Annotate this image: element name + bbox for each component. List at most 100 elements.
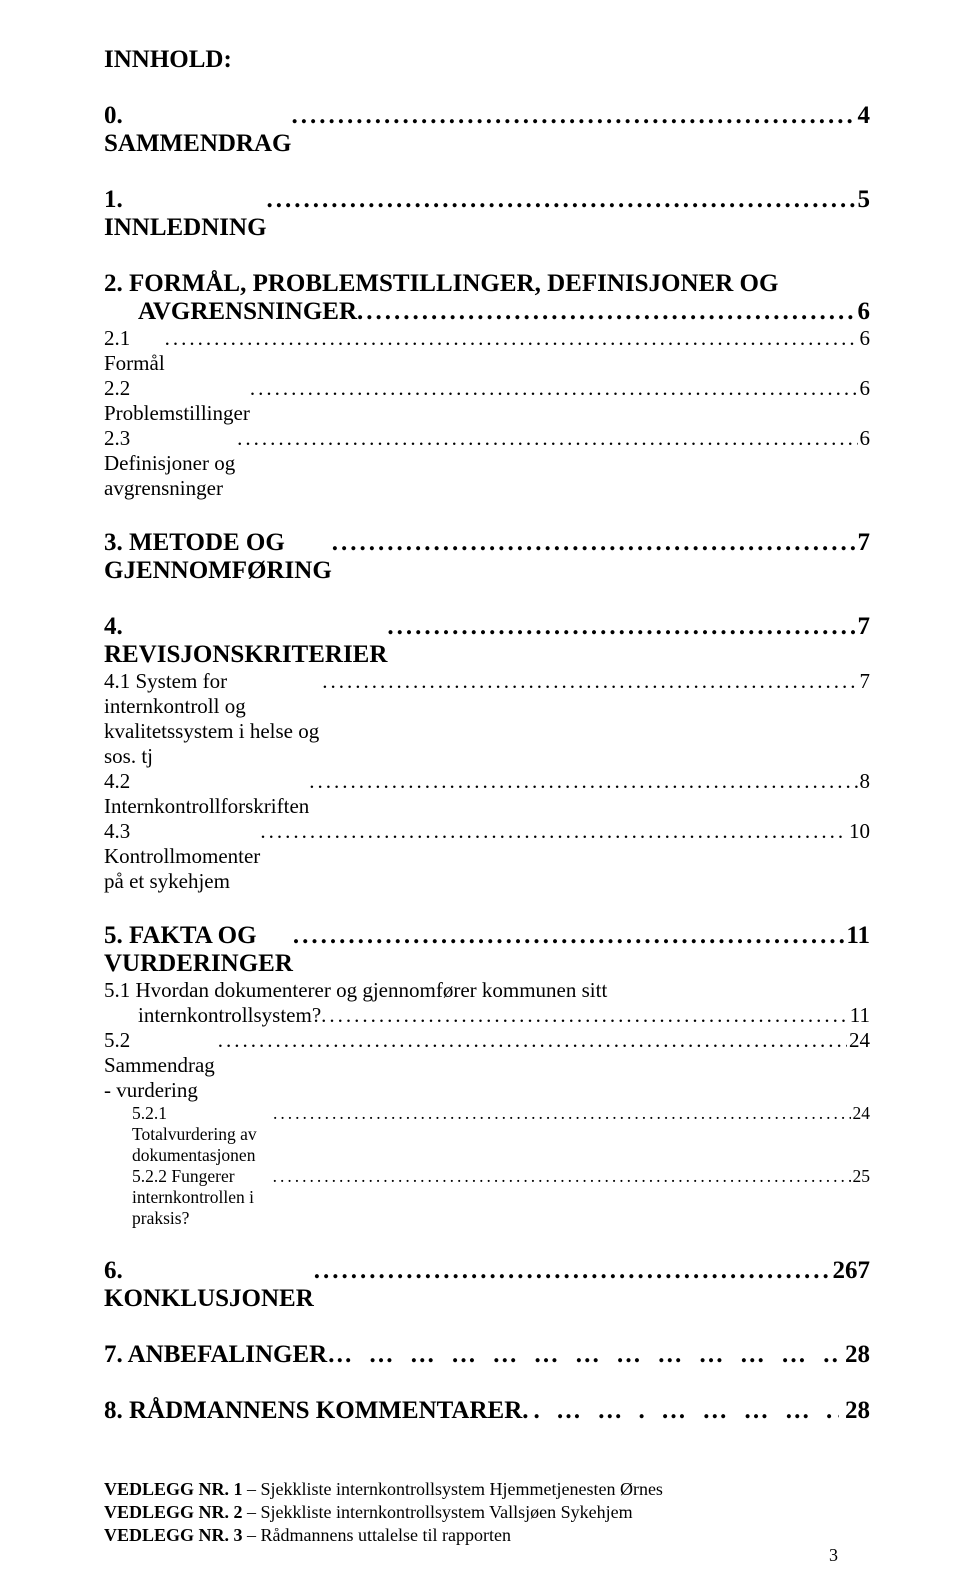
toc-page-num: 25 (851, 1166, 871, 1187)
toc-section-2: 2. FORMÅL, PROBLEMSTILLINGER, DEFINISJON… (104, 270, 870, 326)
vedlegg-bold: VEDLEGG NR. 1 (104, 1479, 243, 1499)
vedlegg-item-1: VEDLEGG NR. 1 – Sjekkliste internkontrol… (104, 1479, 870, 1500)
vedlegg-bold: VEDLEGG NR. 3 (104, 1525, 243, 1545)
vedlegg-item-2: VEDLEGG NR. 2 – Sjekkliste internkontrol… (104, 1502, 870, 1523)
toc-leaders: ........................................… (332, 529, 856, 557)
toc-section-1: 1. INNLEDNING ..........................… (104, 186, 870, 242)
vedlegg-rest: – Sjekkliste internkontrollsystem Vallsj… (243, 1502, 633, 1522)
toc-leaders: ........................................… (293, 922, 844, 950)
toc-sub-4-1: 4.1 System for internkontroll og kvalite… (104, 669, 870, 769)
toc-page-num: 6 (858, 426, 871, 451)
toc-sub-label-line1: 5.1 Hvordan dokumenterer og gjennomfører… (104, 978, 870, 1003)
toc-sub-label: 2.1 Formål (104, 326, 165, 376)
toc-leaders: ........................................… (267, 186, 856, 214)
toc-page: INNHOLD: 0. SAMMENDRAG .................… (0, 0, 960, 1594)
toc-sub-label: 5.2 Sammendrag - vurdering (104, 1028, 218, 1103)
toc-sub-4-2: 4.2 Internkontrollforskriften ..........… (104, 769, 870, 819)
toc-page-num: 11 (844, 922, 870, 950)
toc-leaders: ........................................… (322, 669, 857, 694)
footer-page-number: 3 (829, 1545, 838, 1566)
toc-label: ANBEFALINGER (128, 1341, 328, 1368)
toc-sub-5-1: 5.1 Hvordan dokumenterer og gjennomfører… (104, 978, 870, 1028)
toc-page-num: 28 (839, 1397, 870, 1425)
toc-page-num: 7 (856, 529, 871, 557)
toc-subsub-label: 5.2.2 Fungerer internkontrollen i praksi… (132, 1166, 273, 1229)
toc-sub-2-3: 2.3 Definisjoner og avgrensninger ......… (104, 426, 870, 501)
toc-sub-label: 4.1 System for internkontroll og kvalite… (104, 669, 322, 769)
toc-sub-label: 4.3 Kontrollmomenter på et sykehjem (104, 819, 260, 894)
toc-page-num: 6 (858, 376, 871, 401)
toc-leaders: ........................................… (273, 1166, 851, 1187)
toc-leaders: ........................................… (387, 613, 855, 641)
toc-num: 1. (104, 186, 123, 213)
toc-leaders: ........................................… (309, 769, 857, 794)
toc-leaders: ........................................… (237, 426, 857, 451)
toc-page-num: 7 (856, 613, 871, 641)
toc-page-num: 6 (856, 298, 871, 326)
vedlegg-bold: VEDLEGG NR. 2 (104, 1502, 243, 1522)
toc-leaders: ........................................… (218, 1028, 847, 1053)
toc-num: 2. (104, 270, 123, 297)
toc-label: METODE OG GJENNOMFØRING (104, 529, 332, 584)
toc-subsub-5-2-2: 5.2.2 Fungerer internkontrollen i praksi… (104, 1166, 870, 1229)
toc-section-0: 0. SAMMENDRAG ..........................… (104, 102, 870, 158)
vedlegg-rest: – Sjekkliste internkontrollsystem Hjemme… (243, 1479, 663, 1499)
toc-leaders: ........................................… (260, 819, 847, 844)
toc-leaders: ........................................… (357, 298, 855, 326)
toc-label-line1: FORMÅL, PROBLEMSTILLINGER, DEFINISJONER … (129, 270, 778, 297)
toc-leaders: ........................................… (250, 376, 858, 401)
toc-sub-4-3: 4.3 Kontrollmomenter på et sykehjem ....… (104, 819, 870, 894)
toc-leaders: … … … … … … … … … … … … … … … … … … … … … (327, 1341, 839, 1369)
toc-page-num: 24 (847, 1028, 870, 1053)
toc-section-7: 7. ANBEFALINGER … … … … … … … … … … … … … (104, 1341, 870, 1369)
toc-label-line2: AVGRENSNINGER (104, 298, 357, 326)
toc-page-num: 5 (856, 186, 871, 214)
toc-sub-2-2: 2.2 Problemstillinger ..................… (104, 376, 870, 426)
toc-num: 7. (104, 1341, 123, 1368)
toc-page-num: 4 (856, 102, 871, 130)
toc-label: REVISJONSKRITERIER (104, 641, 387, 668)
toc-subsub-5-2-1: 5.2.1 Totalvurdering av dokumentasjonen … (104, 1103, 870, 1166)
toc-section-3: 3. METODE OG GJENNOMFØRING .............… (104, 529, 870, 585)
toc-label: RÅDMANNENS KOMMENTARER (129, 1397, 522, 1424)
toc-sub-label: 4.2 Internkontrollforskriften (104, 769, 309, 819)
toc-num: 0. (104, 102, 123, 129)
toc-page-num: 10 (847, 819, 870, 844)
toc-label: INNLEDNING (104, 214, 267, 241)
toc-sub-5-2: 5.2 Sammendrag - vurdering .............… (104, 1028, 870, 1103)
toc-page-num: 24 (851, 1103, 871, 1124)
toc-num: 5. (104, 922, 123, 949)
toc-leaders: .. … … . … … … … ... (522, 1397, 839, 1425)
toc-section-8: 8. RÅDMANNENS KOMMENTARER .. … … . … … …… (104, 1397, 870, 1425)
toc-label: SAMMENDRAG (104, 130, 292, 157)
toc-page-num: 6 (858, 326, 871, 351)
toc-sub-2-1: 2.1 Formål .............................… (104, 326, 870, 376)
toc-page-num: 8 (858, 769, 871, 794)
toc-section-4: 4. REVISJONSKRITERIER ..................… (104, 613, 870, 669)
vedlegg-rest: – Rådmannens uttalelse til rapporten (243, 1525, 511, 1545)
toc-section-6: 6. KONKLUSJONER ........................… (104, 1257, 870, 1313)
toc-sub-label: 2.2 Problemstillinger (104, 376, 250, 426)
toc-leaders: ........................................… (321, 1003, 848, 1028)
toc-page-num: 28 (839, 1341, 870, 1369)
toc-sub-label: 2.3 Definisjoner og avgrensninger (104, 426, 237, 501)
toc-label: FAKTA OG VURDERINGER (104, 922, 293, 977)
toc-num: 6. (104, 1257, 123, 1284)
toc-leaders: ........................................… (165, 326, 858, 351)
toc-page-num: 11 (848, 1003, 870, 1028)
toc-sub-label-line2: internkontrollsystem? (104, 1003, 321, 1028)
toc-leaders: ........................................… (314, 1257, 831, 1285)
toc-label: KONKLUSJONER (104, 1285, 320, 1312)
toc-num: 4. (104, 613, 123, 640)
vedlegg-list: VEDLEGG NR. 1 – Sjekkliste internkontrol… (104, 1479, 870, 1546)
toc-leaders: ........................................… (292, 102, 856, 130)
toc-num: 3. (104, 529, 123, 556)
toc-section-5: 5. FAKTA OG VURDERINGER ................… (104, 922, 870, 978)
toc-page-num: 267 (831, 1257, 871, 1285)
toc-num: 8. (104, 1397, 123, 1424)
vedlegg-item-3: VEDLEGG NR. 3 – Rådmannens uttalelse til… (104, 1525, 870, 1546)
page-title: INNHOLD: (104, 46, 870, 74)
toc-subsub-label: 5.2.1 Totalvurdering av dokumentasjonen (132, 1103, 273, 1166)
toc-page-num: 7 (858, 669, 871, 694)
toc-leaders: ........................................… (273, 1103, 851, 1124)
